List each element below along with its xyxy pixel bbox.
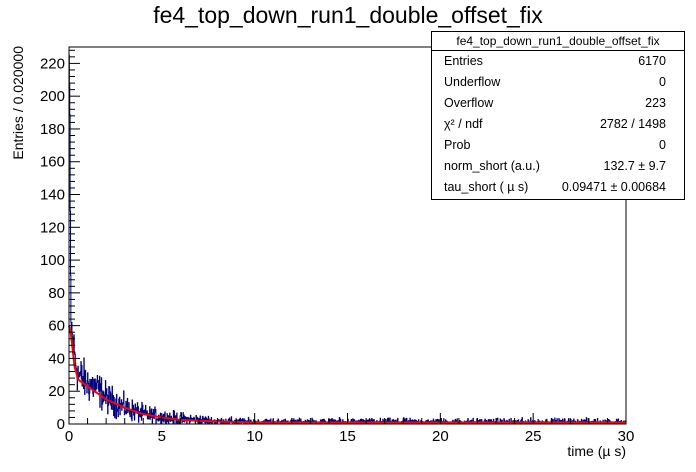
y-tick-label: 160 — [40, 154, 65, 171]
stats-label: norm_short (a.u.) — [444, 159, 540, 173]
fit-curve — [68, 325, 626, 424]
y-tick-label: 100 — [40, 252, 65, 269]
stats-value: 2782 / 1498 — [599, 117, 666, 131]
stats-row: Underflow 0 — [432, 72, 684, 93]
stats-box: fe4_top_down_run1_double_offset_fix Entr… — [431, 31, 685, 200]
stats-value: 0.09471 ± 0.00684 — [561, 180, 666, 194]
y-tick-label: 80 — [48, 285, 65, 302]
stats-label: tau_short ( µ s) — [444, 180, 529, 194]
x-tick-label: 25 — [525, 428, 542, 445]
axis-layer: 0 5 10 15 20 25 30 0 20 40 60 80 100 120 140 160 180 200 2… — [40, 49, 635, 445]
stats-label: Underflow — [444, 75, 501, 89]
stats-row: Entries 6170 — [432, 51, 684, 72]
stats-label: Entries — [444, 54, 483, 68]
x-tick-label: 20 — [432, 428, 449, 445]
y-tick-label: 120 — [40, 219, 65, 236]
y-tick-label: 140 — [40, 187, 65, 204]
x-tick-label: 0 — [65, 428, 73, 445]
y-tick-label: 180 — [40, 121, 65, 138]
stats-value: 6170 — [638, 54, 666, 68]
x-tick-label: 5 — [158, 428, 166, 445]
stats-value: 223 — [645, 96, 666, 110]
stats-title: fe4_top_down_run1_double_offset_fix — [432, 32, 684, 51]
y-axis-label: Entries / 0.020000 — [10, 46, 26, 160]
y-tick-label: 0 — [57, 416, 65, 433]
stats-label: χ² / ndf — [444, 117, 483, 131]
x-tick-label: 30 — [618, 428, 635, 445]
stats-row: Prob 0 — [432, 135, 684, 156]
y-tick-label: 200 — [40, 88, 65, 105]
stats-row: tau_short ( µ s) 0.09471 ± 0.00684 — [432, 177, 684, 198]
y-tick-label: 40 — [48, 350, 65, 367]
y-tick-label: 20 — [48, 383, 65, 400]
stats-label: Overflow — [444, 96, 494, 110]
stats-row: norm_short (a.u.) 132.7 ± 9.7 — [432, 156, 684, 177]
stats-value: 132.7 ± 9.7 — [603, 159, 666, 173]
stats-value: 0 — [659, 138, 666, 152]
x-tick-label: 15 — [339, 428, 356, 445]
y-tick-label: 220 — [40, 55, 65, 72]
y-tick-label: 60 — [48, 318, 65, 335]
stats-row: χ² / ndf 2782 / 1498 — [432, 114, 684, 135]
stats-value: 0 — [659, 75, 666, 89]
x-tick-label: 10 — [246, 428, 263, 445]
stats-label: Prob — [444, 138, 471, 152]
x-axis-label: time (µ s) — [567, 443, 626, 459]
stats-row: Overflow 223 — [432, 93, 684, 114]
chart-title: fe4_top_down_run1_double_offset_fix — [153, 2, 543, 28]
stats-rows: Entries 6170 Underflow 0 Overflow 223 χ² / ndf… — [432, 51, 684, 198]
